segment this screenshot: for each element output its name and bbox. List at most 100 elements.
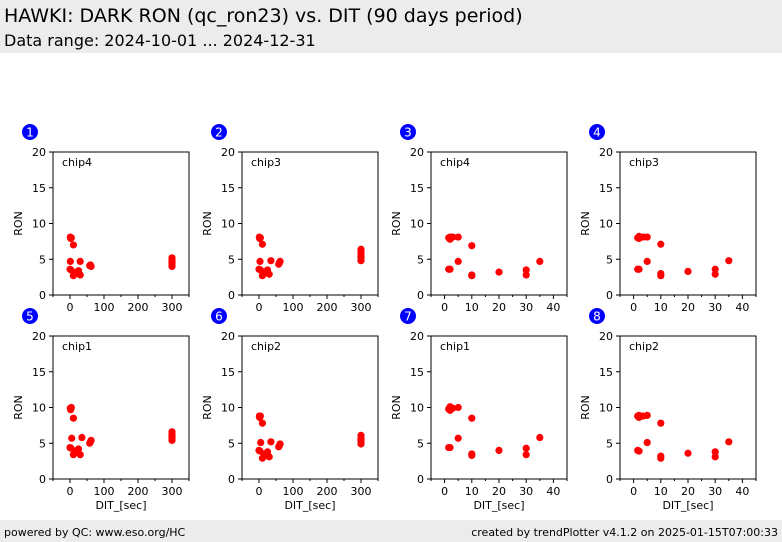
- data-point: [258, 240, 266, 248]
- y-tick-label: 10: [599, 218, 613, 231]
- scatter-panel-7: 7 0 5 10 15 20 0 10 20 30 40 chip1 RON DIT_[sec]: [390, 308, 568, 512]
- panel-badge-circle: [211, 308, 227, 324]
- data-point: [446, 443, 454, 452]
- data-point: [711, 265, 719, 273]
- y-axis-label: RON: [579, 211, 592, 236]
- data-point: [74, 445, 83, 453]
- data-point: [468, 450, 476, 458]
- page-title: HAWKI: DARK RON (qc_ron23) vs. DIT (90 d…: [4, 5, 523, 27]
- data-point: [711, 453, 719, 461]
- y-axis-label: RON: [201, 395, 214, 420]
- y-tick-label: 10: [599, 402, 613, 415]
- y-tick-label: 0: [417, 289, 424, 302]
- data-point: [265, 270, 273, 278]
- data-point: [522, 266, 530, 274]
- y-tick-label: 5: [228, 253, 235, 266]
- data-point: [76, 271, 84, 279]
- data-point: [168, 259, 176, 267]
- x-tick-label: 10: [654, 485, 668, 498]
- footer-powered-by: powered by QC: www.eso.org/HC: [4, 526, 186, 539]
- data-point: [67, 403, 75, 412]
- data-point: [78, 433, 86, 442]
- y-tick-label: 0: [39, 473, 46, 486]
- panel-badge-circle: [400, 308, 416, 324]
- y-tick-label: 15: [221, 182, 235, 195]
- y-axis-label: RON: [390, 395, 403, 420]
- footer-band: powered by QC: www.eso.org/HC created by…: [0, 520, 782, 542]
- x-tick-label: 300: [351, 301, 372, 314]
- data-point: [258, 419, 266, 427]
- y-tick-label: 10: [32, 218, 46, 231]
- x-tick-label: 20: [492, 301, 506, 314]
- data-point: [657, 240, 665, 248]
- x-tick-label: 100: [283, 485, 304, 498]
- y-tick-label: 20: [221, 330, 235, 343]
- data-point: [711, 270, 719, 278]
- y-tick-label: 20: [32, 146, 46, 159]
- x-tick-label: 0: [67, 485, 74, 498]
- panel-badge-number: 8: [593, 310, 601, 324]
- x-axis-label: DIT_[sec]: [473, 499, 524, 512]
- x-tick-label: 300: [351, 485, 372, 498]
- data-point: [76, 451, 84, 459]
- panel-chip-label: chip1: [62, 340, 92, 353]
- y-tick-label: 5: [39, 253, 46, 266]
- data-point: [536, 433, 544, 442]
- y-tick-label: 20: [599, 146, 613, 159]
- panel-badge-circle: [22, 124, 38, 140]
- x-tick-label: 10: [465, 485, 479, 498]
- y-tick-label: 15: [599, 182, 613, 195]
- data-point: [468, 414, 476, 422]
- data-point: [276, 440, 284, 448]
- y-tick-label: 20: [32, 330, 46, 343]
- x-tick-label: 40: [735, 301, 749, 314]
- y-tick-label: 10: [410, 218, 424, 231]
- y-tick-label: 20: [221, 146, 235, 159]
- y-tick-label: 15: [32, 182, 46, 195]
- data-point: [635, 447, 643, 455]
- x-tick-label: 200: [128, 485, 149, 498]
- x-tick-label: 30: [519, 301, 533, 314]
- panel-chip-label: chip4: [440, 156, 470, 169]
- y-tick-label: 10: [32, 402, 46, 415]
- x-tick-label: 300: [162, 485, 183, 498]
- y-tick-label: 15: [221, 366, 235, 379]
- panel-badge-number: 3: [404, 126, 412, 140]
- plot-frame: [619, 335, 757, 480]
- x-tick-label: 0: [441, 301, 448, 314]
- data-point: [454, 434, 462, 442]
- panel-badge-number: 2: [215, 126, 223, 140]
- panel-chip-label: chip2: [251, 340, 281, 353]
- y-tick-label: 20: [410, 330, 424, 343]
- data-point: [725, 438, 733, 446]
- data-point: [66, 257, 74, 265]
- data-point: [643, 438, 651, 447]
- data-point: [276, 257, 284, 265]
- data-point: [357, 436, 365, 444]
- data-point: [684, 267, 692, 276]
- data-point: [643, 233, 651, 241]
- data-point: [69, 241, 77, 249]
- data-point: [635, 265, 643, 273]
- data-point: [495, 446, 503, 454]
- panel-badge-number: 6: [215, 310, 223, 324]
- data-point: [643, 411, 651, 419]
- y-tick-label: 0: [606, 289, 613, 302]
- panel-badge-number: 4: [593, 126, 601, 140]
- y-tick-label: 15: [410, 366, 424, 379]
- y-tick-label: 10: [410, 402, 424, 415]
- panel-chip-label: chip3: [629, 156, 659, 169]
- data-point: [454, 233, 462, 241]
- data-point: [522, 451, 530, 459]
- panel-badge-circle: [400, 124, 416, 140]
- data-point: [256, 234, 264, 242]
- y-tick-label: 0: [228, 473, 235, 486]
- x-tick-label: 40: [546, 301, 560, 314]
- y-tick-label: 15: [599, 366, 613, 379]
- y-tick-label: 20: [410, 146, 424, 159]
- x-tick-label: 0: [256, 485, 263, 498]
- data-point: [684, 449, 692, 457]
